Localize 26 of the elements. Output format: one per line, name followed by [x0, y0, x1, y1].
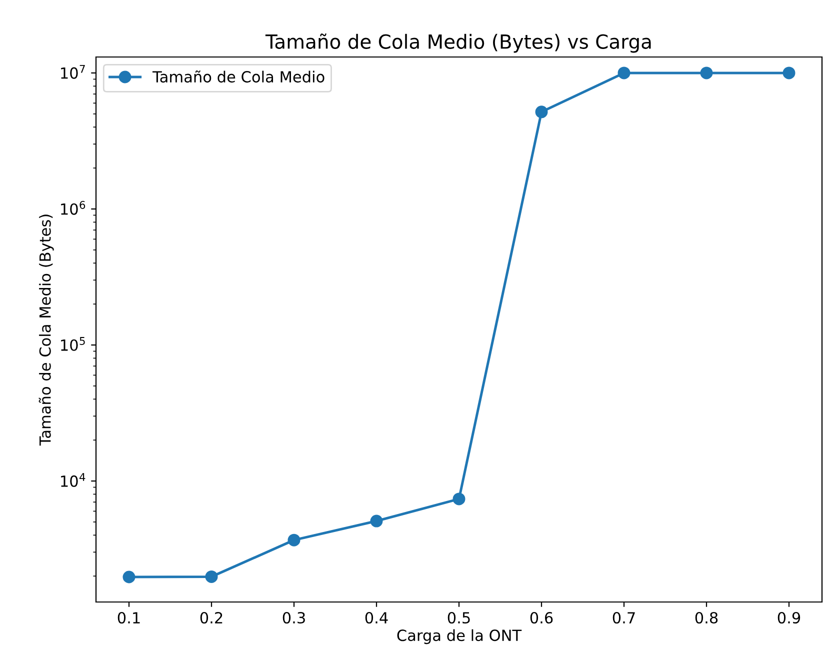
y-tick-label: 10$^{4}$: [61, 473, 86, 487]
y-tick-label: 10$^{6}$: [61, 200, 86, 215]
point: [205, 570, 218, 583]
x-tick-label: 0.1: [118, 612, 140, 624]
point: [452, 492, 466, 506]
point: [700, 66, 713, 80]
x-tick-label: 0.7: [612, 612, 635, 624]
chart-title: Tamaño de Cola Medio (Bytes) vs Carga: [265, 34, 651, 53]
x-tick-label: 0.5: [448, 612, 470, 624]
point: [122, 570, 136, 584]
x-tick-label: 0.8: [695, 612, 718, 624]
y-axis-title: Tamaño de Cola Medio (Bytes): [38, 214, 54, 446]
x-tick-label: 0.2: [200, 612, 222, 624]
x-tick-label: 0.4: [365, 612, 388, 624]
point: [535, 106, 548, 118]
point: [370, 514, 383, 528]
x-tick-label: 0.9: [778, 612, 800, 624]
point: [288, 534, 300, 546]
x-axis-title: Carga de la ONT: [397, 629, 522, 644]
y-tick-label: 10$^{7}$: [61, 65, 85, 79]
x-tick-label: 0.3: [282, 612, 305, 624]
x-tick-label: 0.6: [530, 612, 553, 624]
point: [782, 66, 796, 80]
point: [618, 66, 630, 80]
y-tick-label: 10$^{5}$: [61, 337, 85, 351]
legend-label: Tamaño de Cola Medio: [152, 70, 324, 83]
